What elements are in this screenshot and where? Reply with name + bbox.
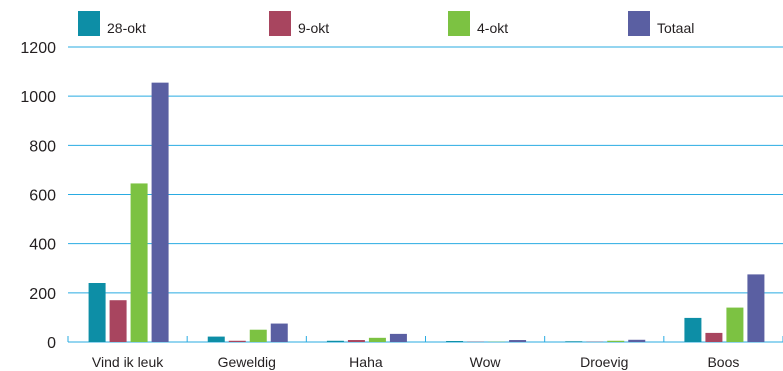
bar-Totaal-Wow [509, 340, 526, 342]
bar-28-okt-Haha [327, 341, 344, 342]
bar-Totaal-Vind ik leuk [152, 83, 169, 342]
gridlines [68, 47, 783, 342]
bar-4-okt-Geweldig [250, 330, 267, 342]
bar-Totaal-Droevig [628, 340, 645, 342]
bar-Totaal-Geweldig [271, 324, 288, 342]
legend-label: 28-okt [107, 20, 146, 36]
bar-9-okt-Vind ik leuk [110, 300, 127, 342]
legend-label: 4-okt [477, 20, 508, 36]
bar-4-okt-Droevig [607, 341, 624, 342]
x-axis: Vind ik leuk Geweldig Haha Wow Droevig Boos [68, 336, 783, 370]
y-tick-label: 1200 [20, 40, 56, 57]
x-tick-label: Droevig [580, 354, 628, 370]
y-tick-label: 1000 [20, 89, 56, 106]
bar-4-okt-Boos [726, 308, 743, 342]
x-tick-label: Geweldig [218, 354, 276, 370]
y-axis: 0 200 400 600 800 1000 1200 [20, 40, 56, 352]
bar-9-okt-Haha [348, 340, 365, 342]
y-tick-label: 400 [29, 237, 56, 254]
bar-Totaal-Boos [747, 274, 764, 342]
x-tick-label: Haha [349, 354, 383, 370]
x-tick-label: Vind ik leuk [92, 354, 164, 370]
y-tick-label: 800 [29, 138, 56, 155]
x-tick-label: Wow [470, 354, 502, 370]
bar-28-okt-Wow [446, 341, 463, 342]
y-tick-label: 600 [29, 188, 56, 205]
bar-9-okt-Geweldig [229, 341, 246, 342]
bar-9-okt-Boos [705, 333, 722, 342]
y-tick-label: 0 [47, 335, 56, 352]
y-tick-label: 200 [29, 286, 56, 303]
legend-swatch [628, 11, 650, 36]
legend-label: Totaal [657, 20, 694, 36]
bar-28-okt-Droevig [565, 341, 582, 342]
bar-Totaal-Haha [390, 334, 407, 342]
legend-swatch [448, 11, 470, 36]
bar-4-okt-Vind ik leuk [131, 183, 148, 342]
legend-swatch [78, 11, 100, 36]
bar-28-okt-Boos [684, 318, 701, 342]
legend-swatch [269, 11, 291, 36]
bar-28-okt-Vind ik leuk [89, 283, 106, 342]
legend-label: 9-okt [298, 20, 329, 36]
legend: 28-okt 9-okt 4-okt Totaal [78, 11, 694, 36]
bar-4-okt-Haha [369, 338, 386, 342]
bar-28-okt-Geweldig [208, 337, 225, 342]
bars [89, 83, 765, 342]
x-tick-label: Boos [707, 354, 739, 370]
